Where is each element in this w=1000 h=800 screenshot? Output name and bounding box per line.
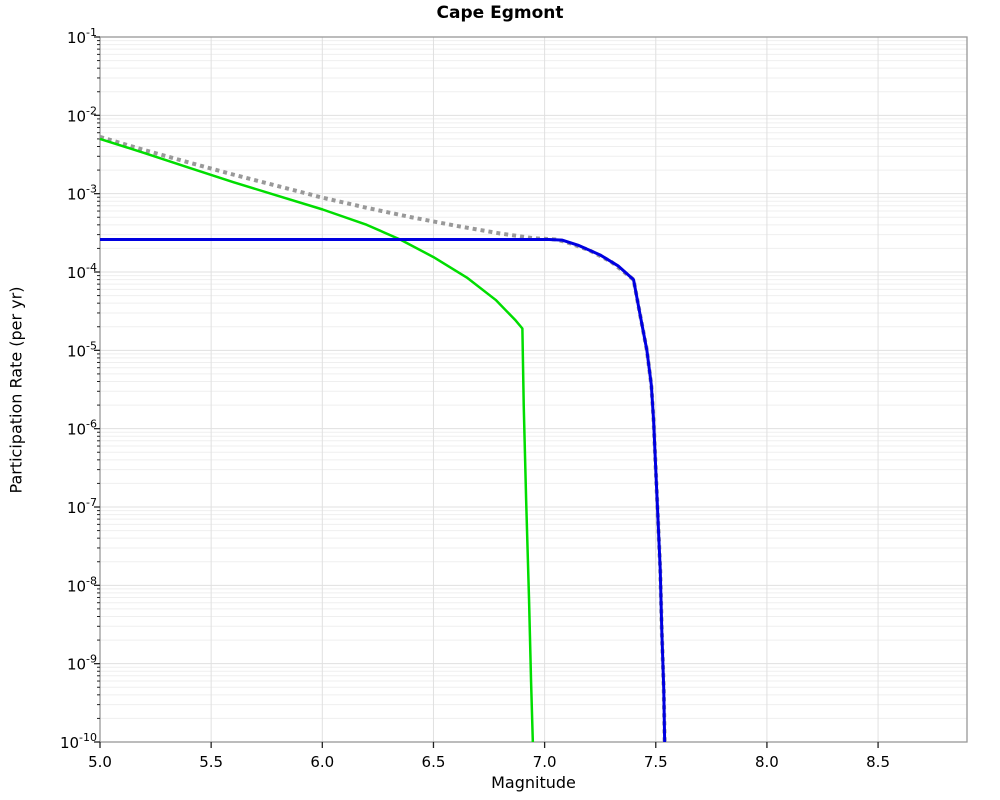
series-blue-solid [100, 237, 667, 743]
y-tick-label: 10-8 [67, 574, 97, 595]
y-tick-label: 10-6 [67, 418, 97, 439]
y-tick-label: 10-3 [67, 183, 97, 204]
y-axis-title: Participation Rate (per yr) [6, 286, 26, 494]
y-tick-label: 10-4 [67, 261, 97, 282]
x-tick-label: 6.5 [422, 753, 446, 771]
y-tick-label: 10-10 [60, 731, 97, 752]
x-axis-title: Magnitude [491, 773, 576, 792]
x-tick-label: 5.0 [88, 753, 112, 771]
plot-border [99, 36, 968, 743]
y-tick-label: 10-5 [67, 339, 97, 360]
series-green-solid [99, 137, 535, 743]
x-tick-label: 7.5 [644, 753, 668, 771]
y-tick-label: 10-2 [67, 104, 97, 125]
x-tick-label: 6.0 [310, 753, 334, 771]
x-tick-label: 8.0 [755, 753, 779, 771]
y-tick-label: 10-1 [67, 26, 97, 47]
x-tick-label: 5.5 [199, 753, 223, 771]
chart-title: Cape Egmont [436, 3, 564, 23]
y-tick-label: 10-7 [67, 496, 97, 517]
x-tick-label: 8.5 [866, 753, 890, 771]
x-tick-label: 7.0 [533, 753, 557, 771]
series-gray-dotted-total [99, 135, 667, 743]
y-tick-label: 10-9 [67, 653, 97, 674]
